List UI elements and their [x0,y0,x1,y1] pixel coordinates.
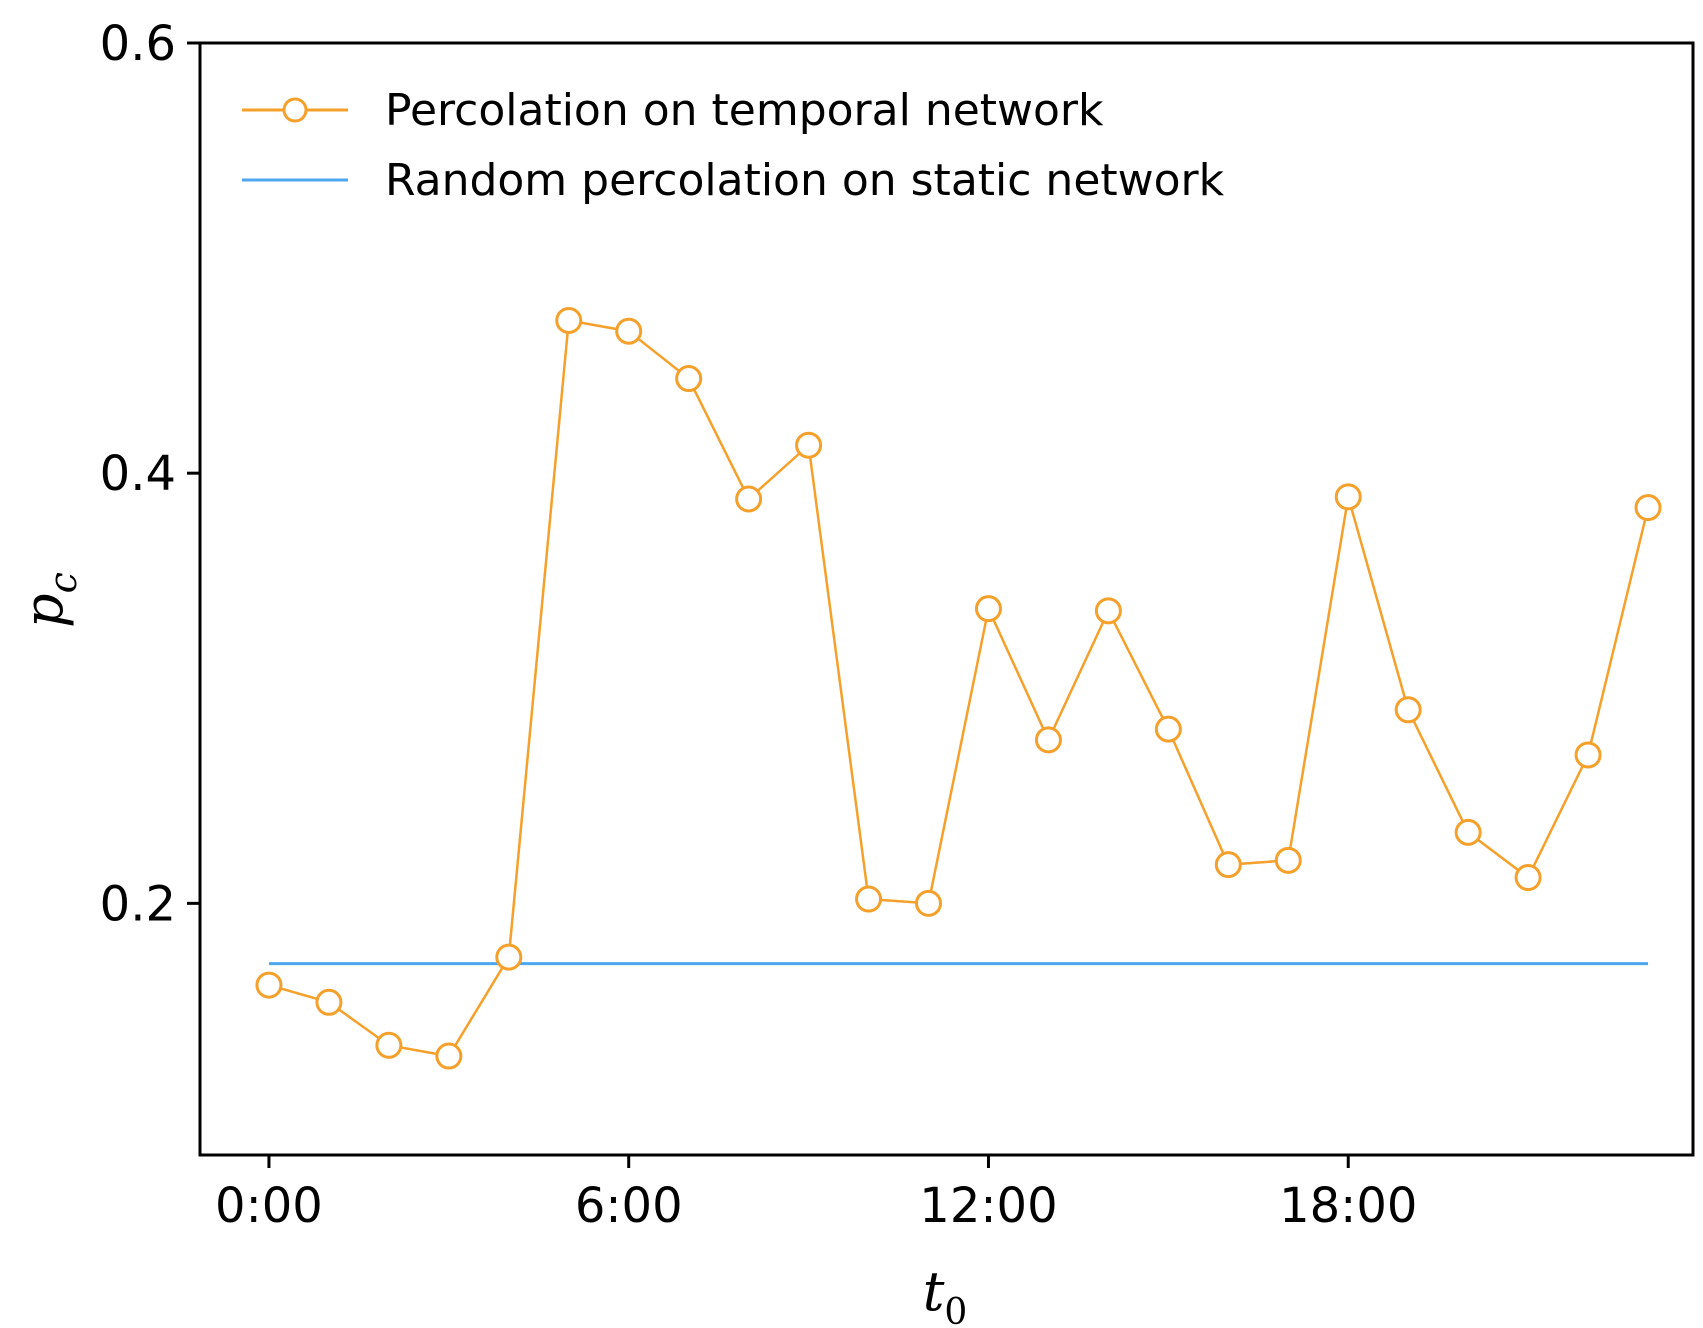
data-point-temporal [1154,715,1182,743]
data-point-temporal [435,1042,463,1070]
legend-label-static: Random percolation on static network [385,155,1225,206]
data-point-temporal [1394,696,1422,724]
data-point-temporal [615,317,643,345]
data-point-temporal [1454,818,1482,846]
data-point-temporal [915,889,943,917]
y-tick-label: 0.6 [100,16,176,72]
legend: Percolation on temporal network Random p… [242,85,1225,206]
ticks-layer: 0.2 0.4 0.6 0:00 6:00 12:00 18:00 [100,16,1418,1234]
data-point-temporal [315,988,343,1016]
x-axis-label: t0 [923,1260,968,1328]
plot-frame [198,41,1695,1157]
data-point-temporal [1334,483,1362,511]
legend-label-temporal: Percolation on temporal network [385,85,1104,136]
y-axis-label-subscript: c [41,572,85,593]
x-axis-label-subscript: 0 [944,1292,967,1328]
data-point-temporal [495,943,523,971]
data-point-temporal [1274,846,1302,874]
series-layer [255,306,1662,1070]
y-tick-label: 0.4 [100,446,176,502]
data-point-temporal [795,431,823,459]
x-tick-label: 18:00 [1279,1178,1417,1234]
data-point-temporal [855,885,883,913]
data-point-temporal [675,365,703,393]
data-point-temporal [1574,741,1602,769]
data-point-temporal [1514,864,1542,892]
data-point-temporal [1034,726,1062,754]
data-point-temporal [555,306,583,334]
data-point-temporal [255,971,283,999]
y-axis-label: pc [12,572,85,628]
data-point-temporal [974,595,1002,623]
data-point-temporal [1094,597,1122,625]
x-tick-label: 0:00 [215,1178,323,1234]
data-point-temporal [1214,851,1242,879]
legend-marker-temporal [282,97,308,123]
series-line-temporal [268,318,1650,1058]
y-tick-label: 0.2 [100,876,176,932]
data-point-temporal [735,485,763,513]
x-tick-label: 6:00 [575,1178,683,1234]
data-point-temporal [375,1031,403,1059]
x-tick-label: 12:00 [919,1178,1057,1234]
data-point-temporal [1634,494,1662,522]
